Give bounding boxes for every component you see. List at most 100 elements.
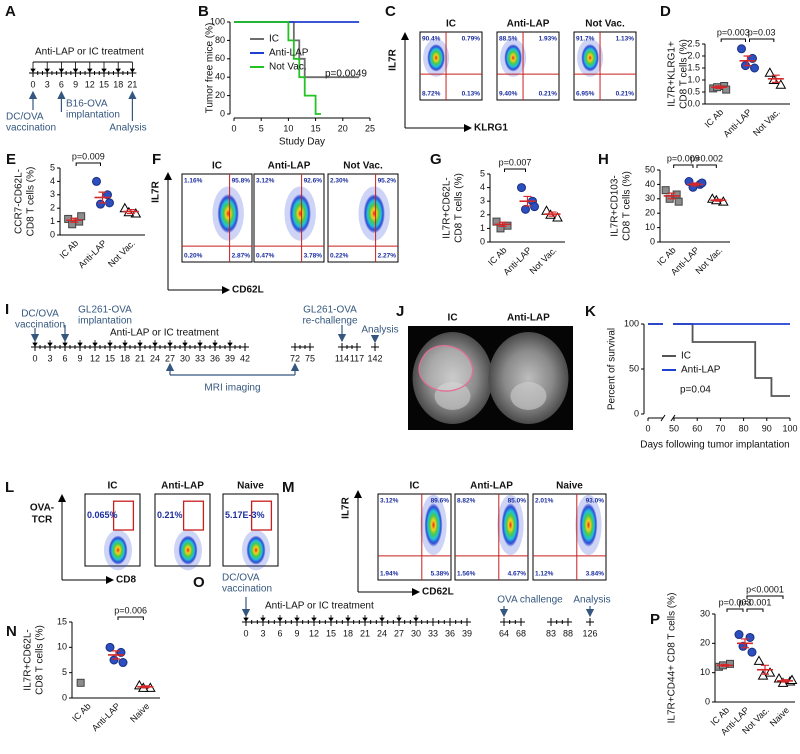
y-tick-label: 20 [700,638,710,648]
treatment-arrow [87,62,93,73]
day-label: 12 [85,79,95,89]
density-cloud [424,503,443,547]
y-tick-label: 2 [50,203,55,213]
y-tick-label: 0 [50,229,55,239]
annotation: p=0.04 [680,385,711,396]
y-axis-label: CD8 T cells (%) [622,171,633,241]
panel-letter: P [650,611,660,628]
treatment-arrow [72,62,79,73]
error-bar [498,221,507,227]
plot-title: IC [410,481,420,492]
data-point [76,678,85,687]
event-label: DC/OVA [6,112,44,123]
day-label: 126 [582,628,597,638]
density-cloud [427,44,445,72]
y-tick-label: 0 [634,408,639,418]
quadrant-percent: 95.2% [378,178,397,185]
y-axis-label: OVA- [30,503,54,514]
quadrant-percent: 3.12% [380,498,399,505]
density-cloud [579,503,598,547]
quadrant-percent: 5.38% [431,571,450,578]
x-tick-label: 10 [283,123,293,133]
gate [182,500,205,531]
day-label: 15 [99,79,109,89]
data-point [757,670,769,680]
data-point [552,212,563,222]
day-label: 27 [165,353,175,363]
panel-letter: D [660,3,671,20]
panel-letter: C [385,3,396,20]
plot-title: Naive [237,481,264,492]
data-point [764,67,776,77]
y-axis-label: CD8 T cells (%) [454,173,465,243]
data-point [672,190,681,199]
treatment-arrow [58,62,65,73]
significance-bracket [746,608,764,612]
y-axis-label: TCR [32,515,53,526]
y-tick-label: 5 [50,162,55,172]
day-label: 18 [113,79,123,89]
y-axis-label: IL7R [341,496,352,518]
survival-curve [234,21,322,115]
x-tick-label: 70 [715,423,725,433]
day-label: 64 [499,628,509,638]
error-bar [112,650,120,660]
x-tick-label: 90 [762,423,772,433]
treatment-arrow [152,340,158,347]
treatment-arrow [167,340,173,347]
data-point [661,186,670,195]
y-tick-label: 100 [210,16,225,26]
day-label: 33 [195,353,205,363]
treatment-arrow [197,340,203,347]
error-bar [721,663,729,667]
day-label: 88 [563,628,573,638]
y-axis-label: IL7R+CD103- [610,175,621,236]
data-point [737,44,746,54]
quadrant-percent: 1.94% [380,571,399,578]
panel-letter: M [282,479,295,496]
day-label: 114 [335,353,349,363]
quadrant-percent: 85.0% [508,498,527,505]
event-label: vaccination [222,584,272,595]
day-label: 39 [225,353,235,363]
y-tick-label: 3 [50,189,55,199]
day-label: 142 [367,353,382,363]
plot-frame [181,173,253,263]
gate-percent: 0.065% [87,510,118,520]
treatment-arrow [44,62,50,73]
x-axis-label: CD62L [232,285,264,296]
density-cloud [108,535,128,565]
y-tick-label: 0 [220,108,225,118]
quadrant-percent: 0.79% [462,36,481,43]
quadrant-percent: 4.67% [508,571,527,578]
density-cloud [581,44,599,72]
significance-bracket [720,38,746,42]
day-label: 83 [546,628,556,638]
panel-letter: N [6,623,17,640]
treatment-arrow [345,615,351,622]
x-tick-label: 60 [692,423,702,433]
y-axis-label: IL7R+CD44+ CD8 T cells (%) [667,593,678,724]
day-label: 12 [90,353,100,363]
day-label: 21 [360,628,370,638]
legend-label: Not Vac. [269,62,307,73]
treatment-arrow [129,62,136,73]
quadrant-percent: 6.95% [576,91,595,98]
y-tick-label: 5 [62,667,67,677]
day-label: 42 [240,353,250,363]
x-tick-label: 15 [311,123,321,133]
quadrant-percent: 2.27% [378,253,397,260]
y-tick-label: 3 [480,196,485,206]
y-tick-label: 100 [624,318,639,328]
event-label: MRI imaging [204,383,260,394]
day-label: 72 [290,353,300,363]
panel-letter: I [5,301,9,318]
y-tick-label: 0 [705,696,710,706]
x-tick-label: 0 [645,423,650,433]
treatment-arrow [294,615,300,622]
p-value: p=0.003 [717,27,750,37]
legend-label: IC [681,351,691,362]
x-tick-label: 20 [338,123,348,133]
plot-title: Anti-LAP [470,481,513,492]
data-point [747,647,757,657]
